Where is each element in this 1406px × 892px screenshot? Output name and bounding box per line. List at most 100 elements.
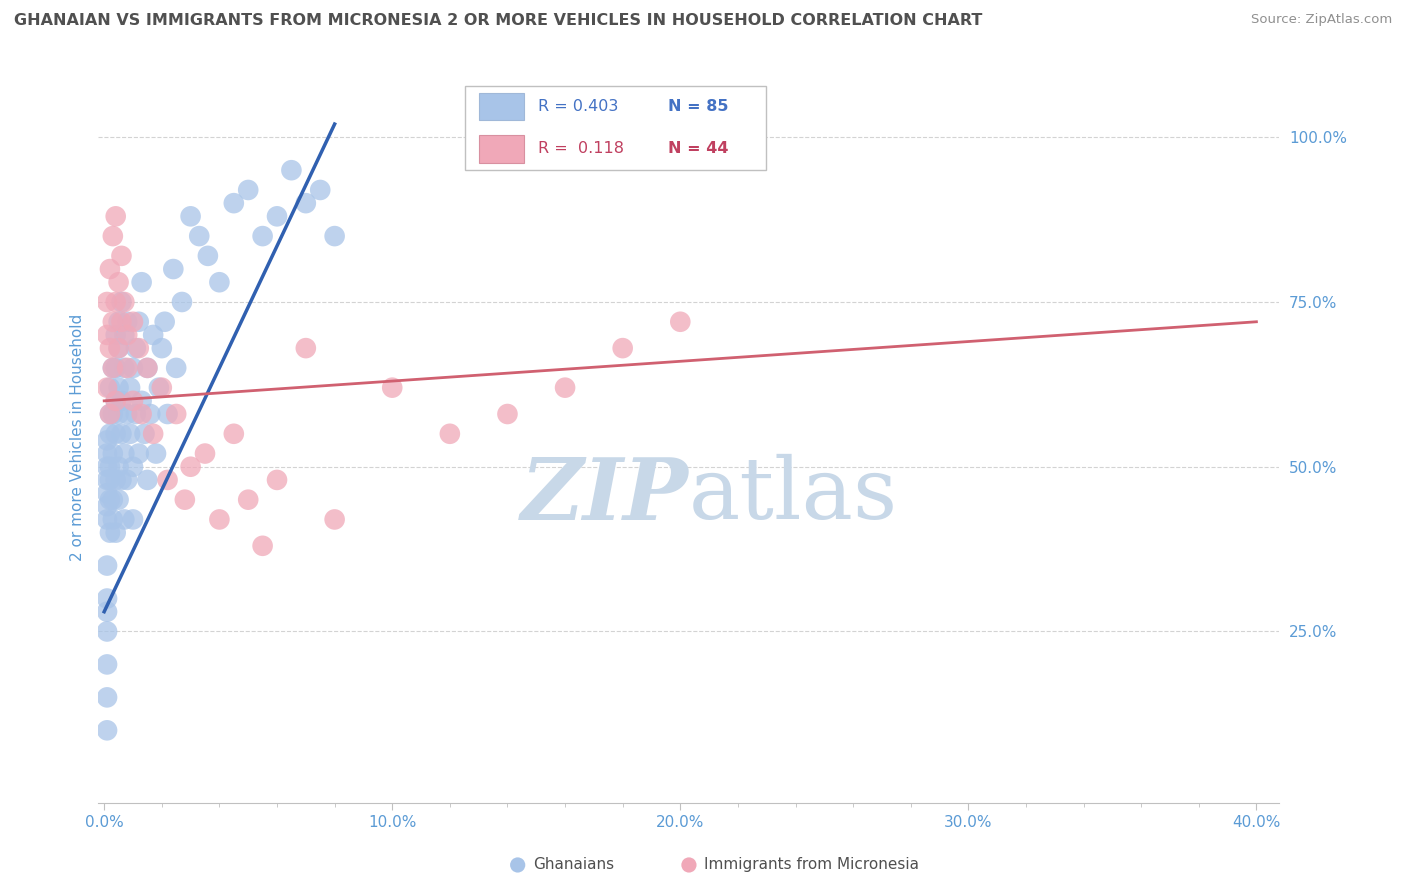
Point [110, 426, 132, 441]
Point [107, 381, 129, 395]
Point [101, 360, 124, 375]
Text: R = 0.403: R = 0.403 [537, 99, 619, 114]
Point [110, 295, 132, 310]
Point [122, 315, 145, 329]
Point [295, 196, 318, 211]
Point [107, 459, 129, 474]
Point [112, 327, 135, 342]
Point [96, 486, 118, 500]
Point [104, 525, 127, 540]
Text: Source: ZipAtlas.com: Source: ZipAtlas.com [1251, 13, 1392, 27]
Point [98, 407, 121, 421]
Point [131, 275, 153, 289]
Point [188, 229, 211, 244]
Point [104, 393, 127, 408]
Point [98, 473, 121, 487]
Point [148, 381, 170, 395]
Point [115, 315, 138, 329]
Point [96, 591, 118, 606]
Point [107, 341, 129, 355]
Point [104, 210, 127, 224]
Point [612, 341, 634, 355]
Y-axis label: 2 or more Vehicles in Household: 2 or more Vehicles in Household [69, 313, 84, 561]
Point [208, 512, 231, 526]
Point [120, 426, 142, 441]
Point [98, 381, 121, 395]
Point [266, 473, 288, 487]
Point [101, 492, 124, 507]
Point [98, 426, 121, 441]
Point [122, 360, 145, 375]
Point [115, 327, 138, 342]
Point [101, 407, 124, 421]
Point [309, 183, 332, 197]
Point [96, 434, 118, 448]
Text: atlas: atlas [689, 454, 898, 537]
Point [96, 446, 118, 460]
Point [280, 163, 302, 178]
Point [156, 407, 179, 421]
FancyBboxPatch shape [478, 93, 523, 120]
Point [98, 525, 121, 540]
Point [122, 393, 145, 408]
Point [98, 262, 121, 277]
Point [669, 315, 692, 329]
Point [104, 327, 127, 342]
Point [98, 407, 121, 421]
Point [96, 558, 118, 573]
Point [136, 360, 159, 375]
Text: ZIP: ZIP [522, 454, 689, 537]
Point [150, 381, 173, 395]
Point [122, 459, 145, 474]
Point [112, 360, 135, 375]
Point [180, 210, 202, 224]
Point [554, 381, 576, 395]
Point [136, 360, 159, 375]
Point [142, 327, 165, 342]
Point [96, 500, 118, 514]
Point [96, 723, 118, 738]
Point [162, 262, 184, 277]
Point [115, 360, 138, 375]
Point [107, 492, 129, 507]
Point [110, 315, 132, 329]
Point [496, 407, 519, 421]
Point [96, 295, 118, 310]
FancyBboxPatch shape [478, 136, 523, 162]
Point [96, 327, 118, 342]
Point [107, 407, 129, 421]
Text: Immigrants from Micronesia: Immigrants from Micronesia [704, 857, 920, 872]
Point [96, 657, 118, 672]
Text: Ghanaians: Ghanaians [533, 857, 614, 872]
Point [128, 315, 150, 329]
Point [96, 690, 118, 705]
Point [98, 459, 121, 474]
Point [115, 407, 138, 421]
Point [131, 393, 153, 408]
Point [170, 295, 193, 310]
Point [153, 315, 176, 329]
Point [120, 381, 142, 395]
Point [110, 249, 132, 263]
Point [115, 473, 138, 487]
Point [98, 341, 121, 355]
Point [101, 360, 124, 375]
Point [107, 275, 129, 289]
Point [142, 426, 165, 441]
Point [139, 407, 162, 421]
Point [96, 381, 118, 395]
Point [101, 315, 124, 329]
Point [252, 539, 274, 553]
Point [150, 341, 173, 355]
Point [194, 446, 217, 460]
Point [180, 459, 202, 474]
Point [165, 407, 187, 421]
Point [208, 275, 231, 289]
Point [96, 473, 118, 487]
Point [323, 229, 346, 244]
Point [98, 492, 121, 507]
Point [145, 446, 167, 460]
Point [222, 426, 245, 441]
Point [295, 341, 318, 355]
Point [112, 512, 135, 526]
